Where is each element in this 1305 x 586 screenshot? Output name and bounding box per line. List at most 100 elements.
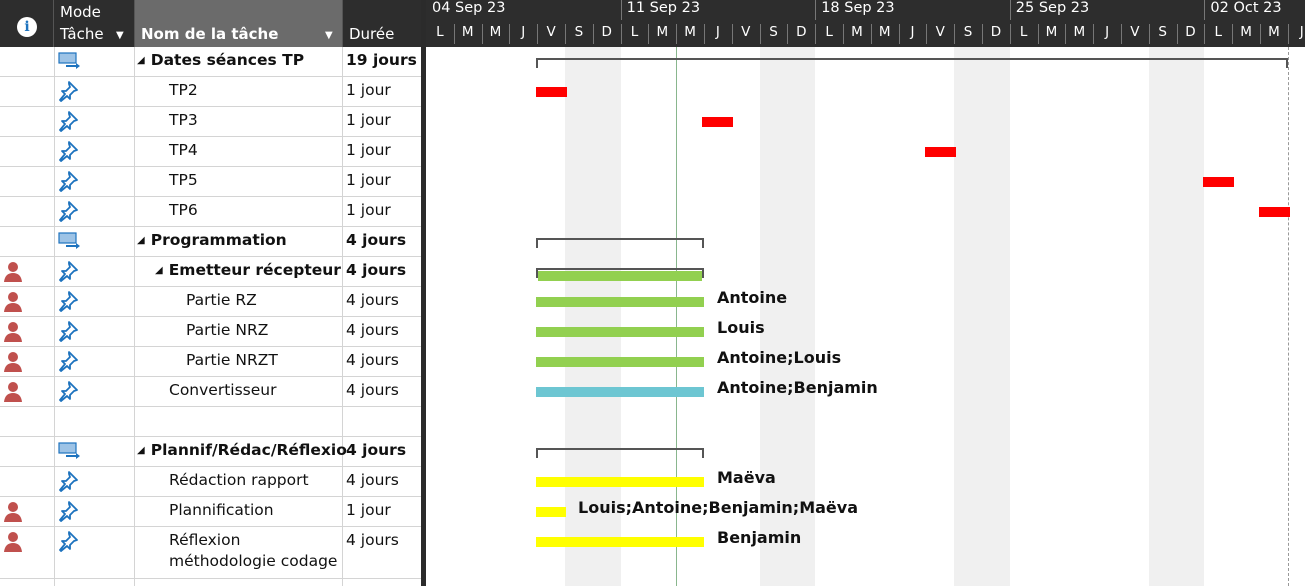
task-bar[interactable] xyxy=(538,271,702,281)
collapse-triangle-icon[interactable]: ◢ xyxy=(137,445,145,456)
task-name[interactable]: TP2 xyxy=(169,81,198,99)
gantt-chart: 04 Sep 23 L M M J V S D 11 Sep 23 L M M J V S D 18 Sep 2… xyxy=(426,0,1305,586)
table-row[interactable]: ◢ Programmation 4 jours xyxy=(0,227,422,257)
table-row[interactable]: Convertisseur 4 jours xyxy=(0,377,422,407)
task-name[interactable]: ◢ Programmation xyxy=(137,231,287,249)
day-label: J xyxy=(715,24,720,40)
task-duration[interactable]: 4 jours xyxy=(346,291,399,309)
day-separator xyxy=(1148,24,1150,44)
table-row[interactable]: Partie NRZ 4 jours xyxy=(0,317,422,347)
table-row[interactable]: Partie RZ 4 jours xyxy=(0,287,422,317)
task-duration[interactable]: 1 jour xyxy=(346,141,391,159)
day-separator xyxy=(1232,24,1234,44)
indicators-column-header[interactable]: i xyxy=(0,0,54,47)
task-bar[interactable] xyxy=(536,327,704,337)
table-row[interactable]: TP2 1 jour xyxy=(0,77,422,107)
task-duration[interactable]: 1 jour xyxy=(346,501,391,519)
task-duration[interactable]: 1 jour xyxy=(346,171,391,189)
task-name[interactable]: TP4 xyxy=(169,141,198,159)
day-label: M xyxy=(684,24,696,40)
task-name[interactable]: Partie RZ xyxy=(186,291,257,309)
weekend-shading xyxy=(954,47,1010,586)
task-bar[interactable] xyxy=(1203,177,1234,187)
manual-schedule-pin-icon xyxy=(57,530,79,552)
task-name[interactable]: Convertisseur xyxy=(169,381,276,399)
task-duration[interactable]: 4 jours xyxy=(346,531,399,549)
day-separator xyxy=(1037,24,1039,44)
day-label: M xyxy=(461,24,474,40)
task-name[interactable]: ◢ Plannif/Rédac/Réflexio xyxy=(137,441,347,459)
summary-bar[interactable] xyxy=(536,268,704,278)
table-row[interactable]: TP6 1 jour xyxy=(0,197,422,227)
summary-bar[interactable] xyxy=(536,448,704,458)
task-duration[interactable]: 4 jours xyxy=(346,381,399,399)
manual-schedule-pin-icon xyxy=(57,500,79,522)
task-name[interactable]: Réflexion méthodologie codage xyxy=(169,531,337,570)
resource-label: Antoine xyxy=(717,288,788,307)
task-name[interactable]: Plannification xyxy=(169,501,274,519)
task-name[interactable]: TP5 xyxy=(169,171,198,189)
manual-schedule-pin-icon xyxy=(57,350,79,372)
task-duration[interactable]: 1 jour xyxy=(346,111,391,129)
task-name[interactable]: TP3 xyxy=(169,111,198,129)
summary-bar[interactable] xyxy=(536,238,704,248)
duration-column-header[interactable]: Durée xyxy=(343,0,422,47)
table-row[interactable]: ◢ Plannif/Rédac/Réflexio 4 jours xyxy=(0,437,422,467)
task-duration[interactable]: 19 jours xyxy=(346,51,417,69)
table-row[interactable]: ◢ Dates séances TP 19 jours xyxy=(0,47,422,77)
task-bar[interactable] xyxy=(925,147,956,157)
chevron-down-icon[interactable]: ▼ xyxy=(116,30,124,41)
table-row[interactable]: TP3 1 jour xyxy=(0,107,422,137)
task-duration[interactable]: 4 jours xyxy=(346,351,399,369)
table-row[interactable]: ◢ Emetteur récepteur 4 jours xyxy=(0,257,422,287)
manual-schedule-pin-icon xyxy=(57,140,79,162)
resource-label: Louis;Antoine;Benjamin;Maëva xyxy=(578,498,858,517)
task-bar[interactable] xyxy=(536,537,704,547)
manual-schedule-pin-icon xyxy=(57,380,79,402)
task-bar[interactable] xyxy=(536,507,566,517)
table-row[interactable]: TP5 1 jour xyxy=(0,167,422,197)
day-label: M xyxy=(656,24,669,40)
summary-bar[interactable] xyxy=(536,58,1288,68)
weekend-shading xyxy=(759,47,816,586)
task-bar[interactable] xyxy=(536,357,704,367)
task-name[interactable]: ◢ Dates séances TP xyxy=(137,51,304,69)
task-duration[interactable]: 1 jour xyxy=(346,81,391,99)
task-bar[interactable] xyxy=(536,387,704,397)
task-bar[interactable] xyxy=(536,87,567,97)
task-duration[interactable]: 4 jours xyxy=(346,441,407,459)
table-row[interactable]: Partie NRZT 4 jours xyxy=(0,347,422,377)
task-name[interactable]: Partie NRZT xyxy=(186,351,278,369)
collapse-triangle-icon[interactable]: ◢ xyxy=(137,235,145,246)
task-duration[interactable]: 4 jours xyxy=(346,471,399,489)
day-label: D xyxy=(601,24,612,40)
table-row[interactable]: Réflexion méthodologie codage 4 jours xyxy=(0,527,422,579)
task-name[interactable]: ◢ Emetteur récepteur xyxy=(155,261,341,279)
task-name-text: Réflexion xyxy=(169,531,241,549)
task-bar[interactable] xyxy=(536,297,704,307)
task-name[interactable]: TP6 xyxy=(169,201,198,219)
collapse-triangle-icon[interactable]: ◢ xyxy=(137,55,145,66)
day-label: J xyxy=(1105,24,1110,40)
task-bar[interactable] xyxy=(702,117,733,127)
task-duration[interactable]: 4 jours xyxy=(346,261,407,279)
day-label: L xyxy=(1019,24,1028,40)
week-label: 04 Sep 23 xyxy=(432,0,506,16)
table-row[interactable]: Rédaction rapport 4 jours xyxy=(0,467,422,497)
table-row[interactable] xyxy=(0,407,422,437)
task-bar[interactable] xyxy=(1259,207,1290,217)
pane-divider[interactable] xyxy=(421,0,426,586)
collapse-triangle-icon[interactable]: ◢ xyxy=(155,265,163,276)
task-name[interactable]: Rédaction rapport xyxy=(169,471,309,489)
task-duration[interactable]: 4 jours xyxy=(346,321,399,339)
task-bar[interactable] xyxy=(536,477,704,487)
name-column-header[interactable]: Nom de la tâche ▼ xyxy=(135,0,343,47)
task-duration[interactable]: 1 jour xyxy=(346,201,391,219)
task-name[interactable]: Partie NRZ xyxy=(186,321,268,339)
task-name-text: TP2 xyxy=(169,81,198,99)
task-duration[interactable]: 4 jours xyxy=(346,231,407,249)
table-row[interactable]: TP4 1 jour xyxy=(0,137,422,167)
chevron-down-icon[interactable]: ▼ xyxy=(325,30,333,41)
mode-column-header[interactable]: Mode Tâche ▼ xyxy=(54,0,135,47)
table-row[interactable]: Plannification 1 jour xyxy=(0,497,422,527)
